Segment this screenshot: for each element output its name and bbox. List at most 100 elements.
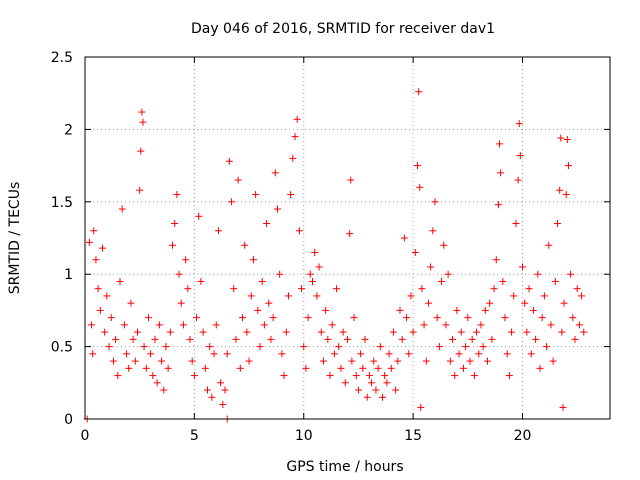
data-point (101, 328, 109, 336)
data-point (186, 335, 194, 343)
data-point (534, 270, 542, 278)
data-point (256, 343, 264, 351)
data-point (212, 321, 220, 329)
data-point (540, 292, 548, 300)
data-point (505, 372, 513, 380)
data-point (317, 328, 325, 336)
data-point (118, 205, 126, 213)
data-point (85, 238, 93, 246)
data-point (562, 191, 570, 199)
data-point (567, 270, 575, 278)
data-point (352, 372, 360, 380)
data-point (387, 364, 395, 372)
data-point (440, 241, 448, 249)
data-point (575, 321, 583, 329)
data-point (449, 335, 456, 343)
x-axis-label: GPS time / hours (286, 459, 403, 475)
data-point (114, 372, 122, 380)
data-point (184, 285, 192, 293)
data-point (431, 198, 439, 206)
data-point (129, 335, 137, 343)
data-point (348, 357, 356, 365)
data-point (383, 379, 391, 387)
data-point (328, 321, 336, 329)
data-point (234, 176, 242, 184)
data-point (175, 270, 183, 278)
data-point (142, 364, 150, 372)
data-point (287, 191, 295, 199)
data-point (394, 357, 402, 365)
data-point (304, 314, 312, 322)
data-point (339, 328, 347, 336)
data-point (341, 379, 349, 387)
data-point (214, 227, 222, 235)
data-point (160, 386, 168, 394)
data-point (490, 285, 498, 293)
data-point (578, 292, 586, 300)
x-tick-label: 10 (295, 428, 313, 444)
data-point (396, 306, 404, 314)
data-point (311, 248, 319, 256)
data-point (208, 393, 216, 401)
data-point (521, 299, 529, 307)
data-point (470, 372, 478, 380)
data-point (298, 285, 306, 293)
data-point (416, 183, 424, 191)
data-point (252, 191, 260, 199)
data-point (347, 176, 355, 184)
data-point (239, 314, 246, 322)
data-point (398, 335, 406, 343)
data-point (407, 292, 415, 300)
data-point (195, 212, 203, 220)
data-point (346, 230, 354, 238)
data-point (368, 379, 376, 387)
data-point (282, 328, 290, 336)
data-point (427, 263, 435, 271)
data-point (492, 256, 500, 264)
data-point (435, 343, 443, 351)
data-point (206, 343, 214, 351)
data-point (503, 350, 511, 358)
data-points (83, 88, 588, 423)
data-point (414, 162, 421, 170)
data-point (162, 343, 170, 351)
data-point (551, 277, 559, 285)
data-point (107, 314, 115, 322)
data-point (468, 335, 476, 343)
data-point (330, 350, 338, 358)
x-tick-label: 15 (404, 428, 422, 444)
data-point (415, 88, 423, 96)
data-point (88, 321, 96, 329)
data-point (166, 328, 174, 336)
data-point (455, 350, 463, 358)
data-point (392, 386, 400, 394)
data-point (370, 357, 378, 365)
data-point (376, 343, 384, 351)
data-point (527, 350, 535, 358)
data-point (403, 314, 411, 322)
data-point (179, 321, 187, 329)
data-point (481, 306, 489, 314)
data-point (494, 201, 502, 209)
data-point (254, 306, 262, 314)
data-point (309, 277, 316, 285)
grid (85, 57, 610, 419)
data-point (357, 350, 365, 358)
data-point (516, 151, 524, 159)
data-point (344, 335, 351, 343)
y-axis-label: SRMTID / TECUs (7, 182, 23, 295)
plot-area-border (84, 56, 611, 420)
data-point (549, 357, 557, 365)
data-point (420, 321, 428, 329)
data-point (284, 292, 292, 300)
data-point (379, 393, 386, 401)
data-point (547, 321, 555, 329)
data-point (510, 292, 518, 300)
y-tick-label: 0 (64, 412, 73, 428)
data-point (486, 299, 494, 307)
data-point (361, 335, 369, 343)
data-point (462, 343, 470, 351)
data-point (543, 343, 551, 351)
data-point (123, 350, 131, 358)
data-point (313, 292, 321, 300)
